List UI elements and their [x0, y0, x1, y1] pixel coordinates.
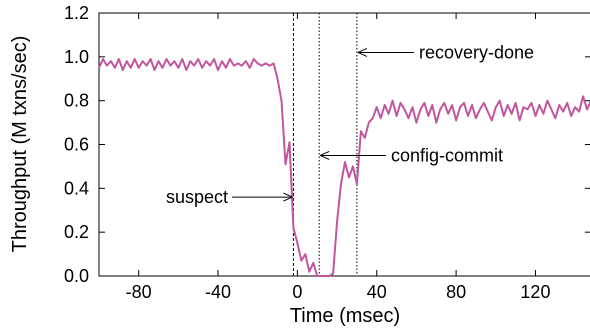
event-markers [292, 13, 358, 276]
annotation-suspect: suspect [166, 187, 228, 207]
annotations: suspect config-commit recovery-done [166, 42, 534, 207]
x-axis-label: Time (msec) [290, 305, 400, 327]
y-tick-label: 0.2 [64, 222, 89, 242]
arrow-head-config-commit [320, 151, 330, 160]
axis-ticks: 0.0 0.2 0.4 0.6 0.8 1.0 1.2 -80 -40 0 40 80 120 [64, 3, 590, 302]
x-tick-label: 80 [446, 282, 466, 302]
x-tick-label: -40 [205, 282, 231, 302]
y-tick-label: 0.0 [64, 266, 89, 286]
y-tick-label: 1.0 [64, 47, 89, 67]
y-tick-label: 1.2 [64, 3, 89, 23]
arrow-head-recovery-done [357, 47, 368, 57]
y-tick-label: 0.4 [64, 178, 89, 198]
throughput-series-line [98, 58, 590, 277]
annotation-config-commit: config-commit [391, 145, 503, 165]
x-tick-label: 0 [292, 282, 302, 302]
arrow-head-suspect [283, 192, 293, 202]
x-tick-label: 40 [367, 282, 387, 302]
y-tick-label: 0.6 [64, 135, 89, 155]
y-axis-label: Throughput (M txns/sec) [9, 36, 31, 253]
x-tick-label: 120 [520, 282, 550, 302]
x-tick-label: -80 [126, 282, 152, 302]
annotation-recovery-done: recovery-done [419, 42, 534, 62]
y-tick-label: 0.8 [64, 91, 89, 111]
